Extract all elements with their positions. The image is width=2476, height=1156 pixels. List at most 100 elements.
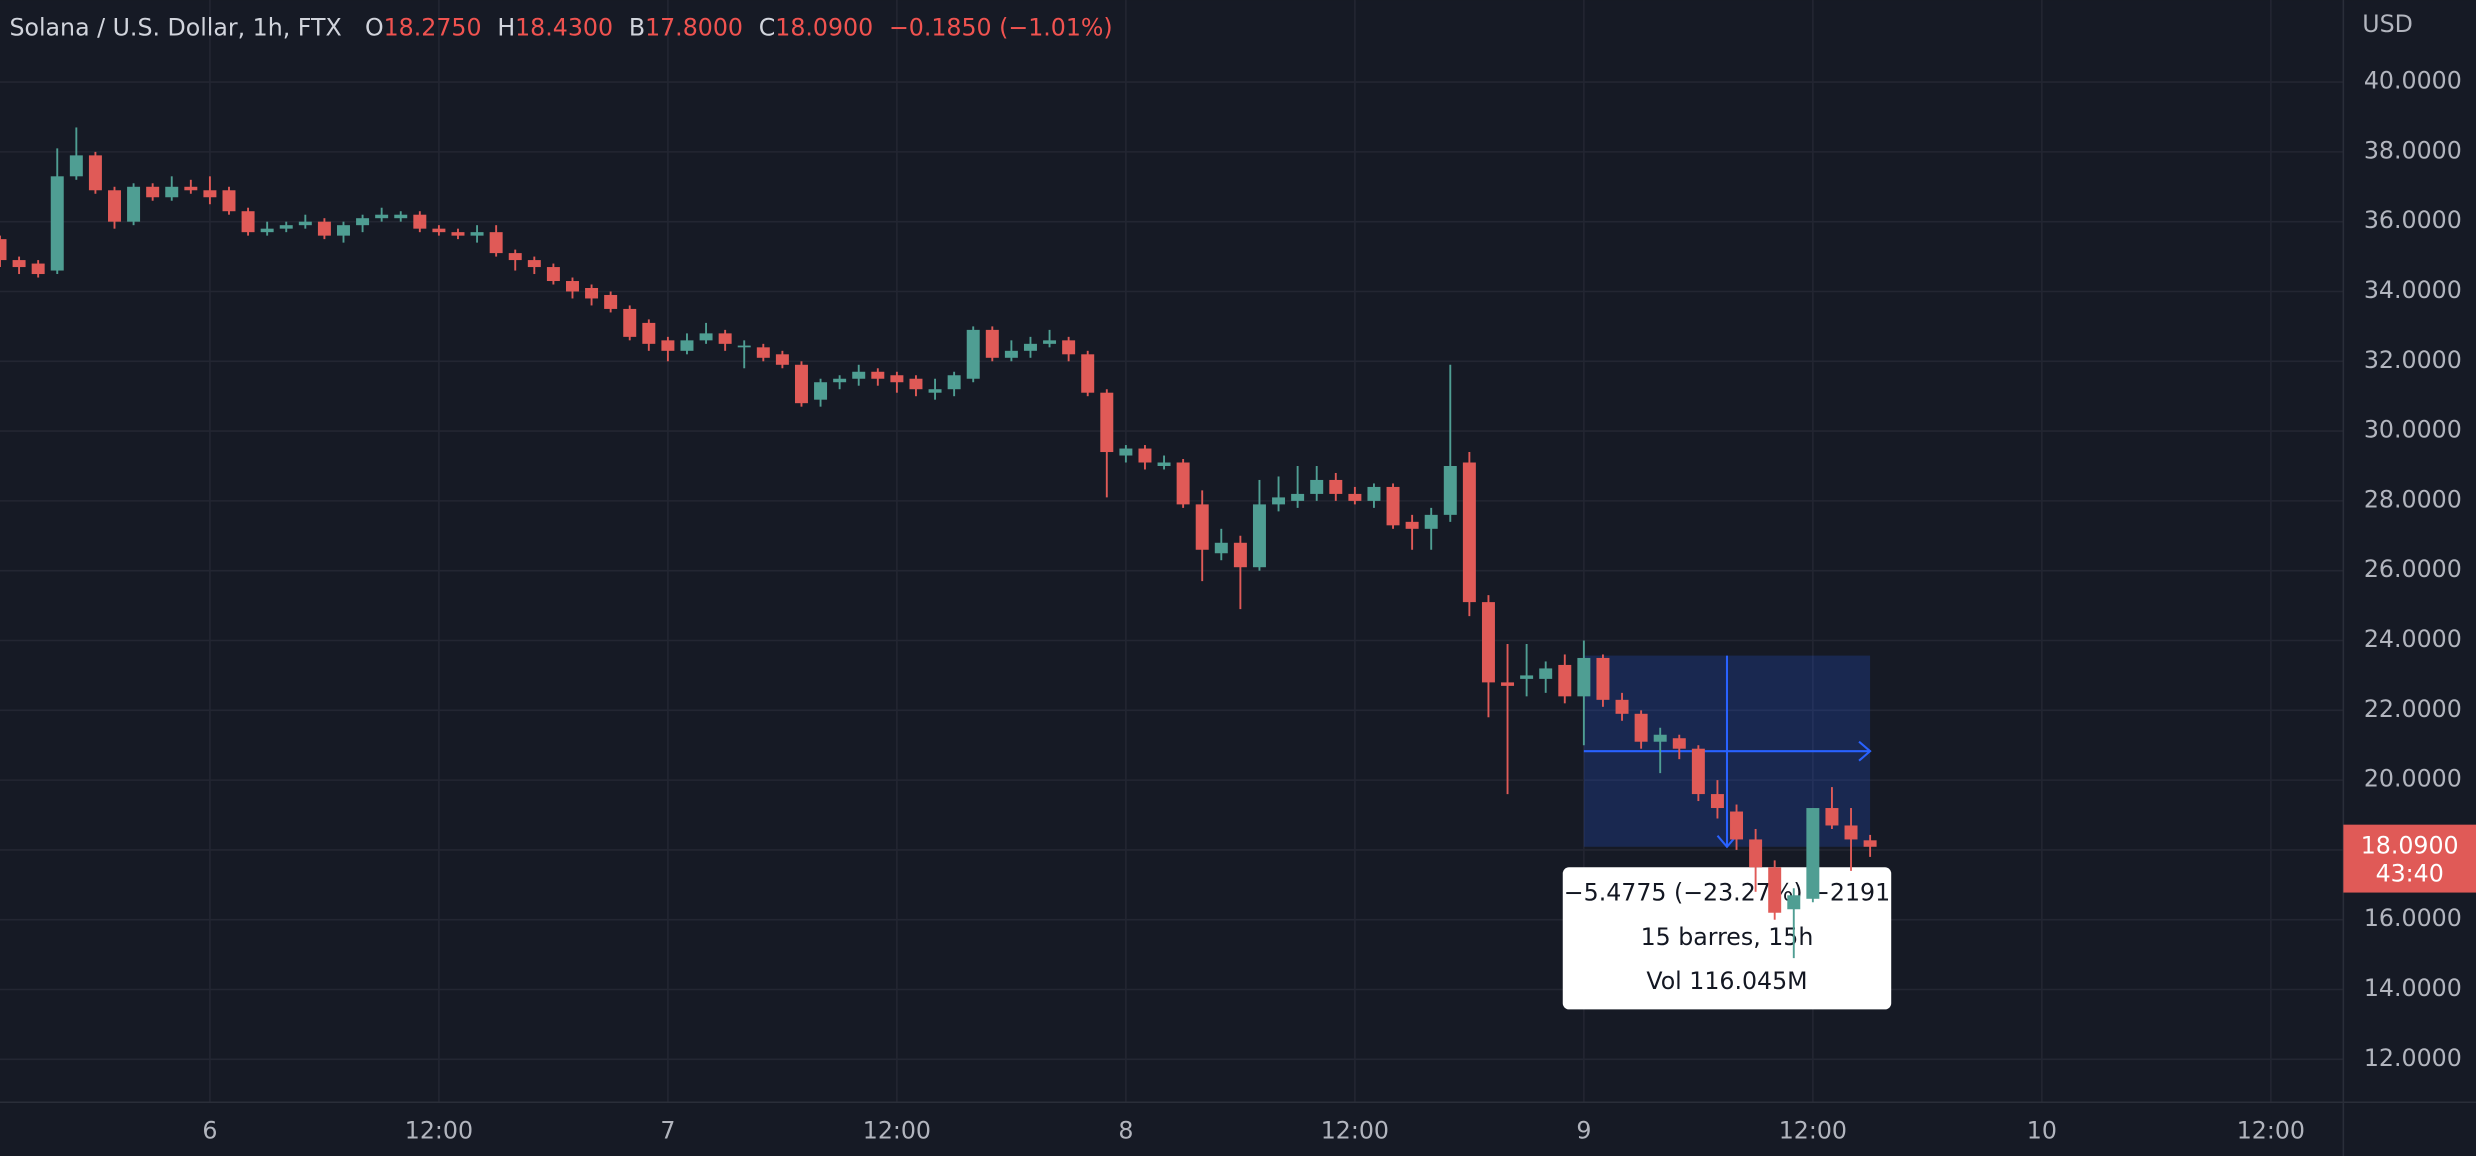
candle-body [222,190,236,212]
candle-body [146,186,160,198]
candle-body [88,155,102,191]
x-tick-label: 9 [1576,1117,1591,1145]
candle-body [1634,713,1648,742]
x-tick-label: 12:00 [1321,1117,1389,1145]
candle-body [1520,675,1534,679]
candle-body [337,225,350,236]
candle-body [203,190,217,198]
readout-value: 17.8000 [645,13,743,41]
candle-body [260,228,274,233]
x-tick-label: 7 [660,1117,675,1145]
candle-body [1596,657,1610,700]
candle-body [1348,493,1362,501]
readout-key: O [365,13,384,41]
x-tick-label: 12:00 [863,1117,931,1145]
candle-body [50,176,64,271]
candle-body [1539,668,1553,679]
candle-body [737,345,751,348]
candle-body [1138,448,1152,463]
candle-body [1233,542,1247,568]
candle-body [1043,340,1057,344]
candle-body [470,232,484,236]
candle-body [947,375,961,390]
candle-body [1367,486,1381,501]
x-tick-label: 12:00 [405,1117,473,1145]
candle-body [1081,354,1095,393]
candle-body [1424,514,1438,529]
candle-body [279,225,293,229]
candle-body [69,155,83,177]
measure-text: Vol 116.045M [1646,967,1807,995]
y-axis-label: USD [2362,10,2413,38]
candle-body [642,322,656,344]
candle-body [985,329,999,358]
candle-body [1615,699,1629,714]
candle-body [1501,682,1515,686]
y-tick-label: 36.0000 [2364,206,2462,234]
readout-change: −0.1850 (−1.01%) [889,13,1113,41]
y-tick-label: 24.0000 [2364,625,2462,653]
candle-body [356,218,370,226]
readout-key: B [629,13,645,41]
candle-body [1252,504,1266,568]
candle-body [413,214,427,229]
candle-body [890,375,904,383]
candles [0,127,1877,959]
y-tick-label: 22.0000 [2364,695,2462,723]
candle-body [1672,738,1686,749]
y-tick-label: 14.0000 [2364,974,2462,1002]
candle-body [1157,462,1171,466]
y-tick-label: 34.0000 [2364,276,2462,304]
header: Solana / U.S. Dollar, 1h, FTX O18.2750 H1… [9,13,1112,41]
y-tick-label: 32.0000 [2364,346,2462,374]
candle-body [814,382,828,400]
candle-body [718,333,732,344]
candle-body [1443,465,1457,515]
candle-body [565,281,579,292]
candle-body [241,211,255,233]
candle-body [1004,350,1018,358]
candle-body [184,186,198,191]
y-tick-label: 30.0000 [2364,416,2462,444]
y-tick-label: 26.0000 [2364,555,2462,583]
candle-body [756,347,770,358]
candle-body [1310,479,1324,494]
candle-body [432,228,446,233]
candle-body [489,232,503,254]
candle-body [1844,825,1858,840]
candle-body [1691,748,1705,795]
candle-body [508,253,522,261]
candle-body [928,389,942,393]
candle-body [1462,462,1476,603]
measure-tooltip [1562,867,1892,1010]
candle-body [1272,497,1286,505]
candle-body [1119,448,1133,456]
x-tick-label: 6 [202,1117,217,1145]
axes: 12.000014.000016.000018.000020.000022.00… [202,67,2476,1145]
candle-body [108,190,121,222]
x-tick-label: 12:00 [2237,1117,2305,1145]
candle-body [1787,895,1801,910]
candle-body [699,333,713,341]
candle-body [1730,811,1744,840]
candle-body [1768,867,1782,913]
candle-body [661,340,675,351]
candle-body [0,239,7,261]
candle-body [794,364,808,404]
candle-body [833,378,847,383]
readout-value: 18.0900 [775,13,873,41]
candle-body [1195,504,1209,550]
candle-body [1291,493,1305,501]
candle-body [775,354,789,365]
symbol: Solana / U.S. Dollar, 1h, FTX [9,13,341,41]
x-tick-label: 10 [2027,1117,2057,1145]
readout-key: H [497,13,515,41]
candle-body [12,260,26,268]
candle-body [1481,602,1495,683]
candle-body [394,214,408,219]
candle-body [1558,664,1572,697]
candle-body [1710,794,1724,809]
candle-body [909,378,923,390]
